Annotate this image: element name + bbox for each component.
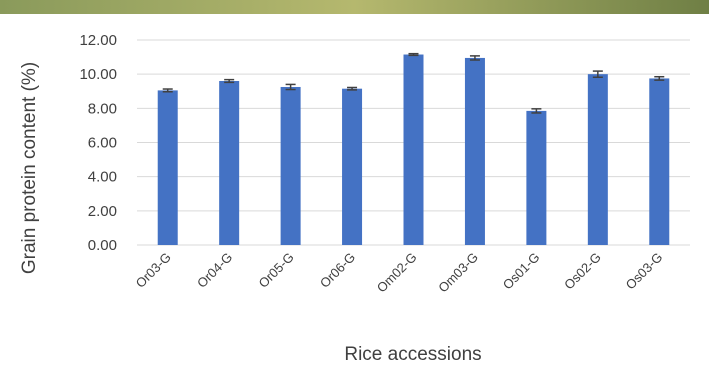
error-bar-om02-g [408, 52, 419, 57]
y-tick-label: 10.00 [79, 66, 117, 83]
bar-os02-g [587, 74, 608, 246]
bar-or05-g [280, 86, 301, 246]
y-tick-label: 12.00 [79, 32, 117, 49]
x-tick-label: Or03-G [133, 250, 174, 291]
x-axis-title: Rice accessions [344, 344, 481, 365]
error-bar-or04-g [224, 78, 235, 84]
bar-os03-g [649, 78, 670, 245]
bar-or04-g [219, 81, 240, 245]
x-tick-label: Os02-G [561, 250, 604, 293]
y-axis-title: Grain protein content (%) [19, 62, 40, 274]
x-tick-label: Om03-G [435, 250, 481, 296]
y-tick-label: 6.00 [88, 135, 117, 152]
y-tick-label: 2.00 [88, 203, 117, 220]
y-tick-labels: 0.00 2.00 4.00 6.00 8.00 10.00 12.00 [79, 32, 117, 254]
x-tick-labels: Or03-G Or04-G Or05-G Or06-G Om02-G Om03-G Os01… [133, 250, 666, 296]
x-tick-label: Or06-G [317, 250, 358, 291]
x-tick-label: Or05-G [255, 250, 296, 291]
error-bars [162, 52, 665, 114]
error-bar-os01-g [531, 108, 542, 114]
error-bar-om03-g [469, 55, 480, 61]
error-bar-or05-g [285, 83, 296, 91]
bar-om02-g [403, 54, 424, 246]
background-banner-strip [0, 0, 709, 14]
x-tick-label: Om02-G [374, 250, 420, 296]
bar-om03-g [464, 57, 485, 245]
error-bar-or03-g [162, 88, 173, 93]
y-tick-label: 4.00 [88, 169, 117, 186]
y-tick-label: 0.00 [88, 237, 117, 254]
x-tick-label: Os01-G [500, 250, 543, 293]
bar-or03-g [157, 90, 178, 245]
x-tick-label: Or04-G [194, 250, 235, 291]
error-bar-os03-g [654, 75, 665, 81]
bars [157, 54, 670, 246]
bar-os01-g [526, 110, 547, 245]
y-tick-label: 8.00 [88, 100, 117, 117]
x-tick-label: Os03-G [623, 250, 666, 293]
error-bar-or06-g [347, 86, 358, 91]
bar-or06-g [342, 88, 363, 245]
error-bar-os02-g [592, 70, 603, 78]
